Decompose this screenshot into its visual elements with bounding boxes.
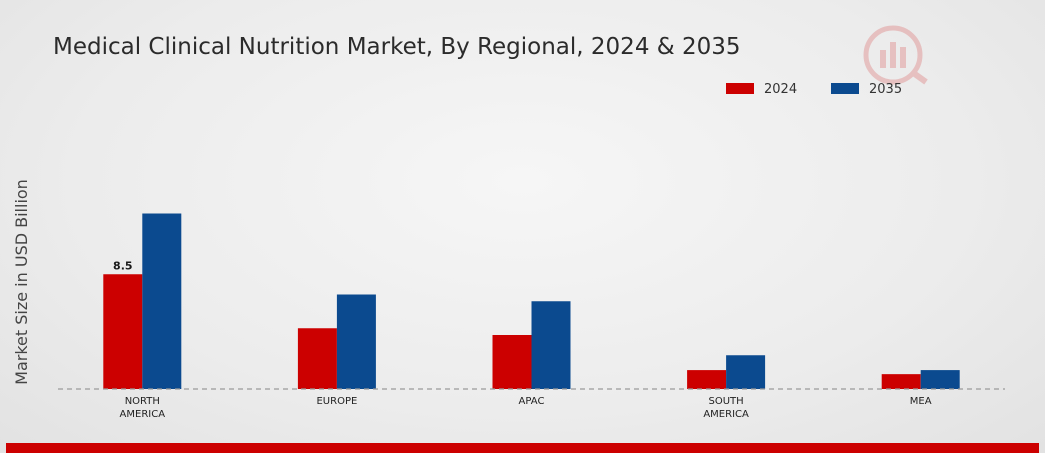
bar-2035-apac xyxy=(531,301,571,389)
watermark-logo-icon xyxy=(863,25,928,85)
x-tick-label: MEA xyxy=(910,396,932,407)
footer-bar xyxy=(6,443,1039,453)
x-tick-labels: NORTH AMERICA EUROPE APAC SOUTH AMERICA MEA xyxy=(120,396,932,420)
x-tick-label: EUROPE xyxy=(316,396,357,407)
legend-swatch-2035 xyxy=(831,83,859,94)
bar-2024-apac xyxy=(492,335,532,389)
data-label: 8.5 xyxy=(113,259,133,272)
bar-2035-europe xyxy=(336,294,376,389)
chart-title: Medical Clinical Nutrition Market, By Re… xyxy=(53,34,741,60)
bar-2024-south-america xyxy=(687,370,727,389)
bar-2024-north-america xyxy=(103,274,143,389)
x-tick-label: APAC xyxy=(519,396,545,407)
x-tick-label: SOUTH AMERICA xyxy=(703,396,749,420)
bars-group xyxy=(103,213,960,389)
y-axis-label: Market Size in USD Billion xyxy=(12,179,31,385)
bar-2035-mea xyxy=(920,370,960,389)
bar-2024-europe xyxy=(297,328,337,389)
legend-swatch-2024 xyxy=(726,83,754,94)
legend: 2024 2035 xyxy=(726,82,902,97)
legend-label-2024: 2024 xyxy=(764,82,797,97)
bar-2035-south-america xyxy=(726,355,766,389)
x-tick-label: NORTH AMERICA xyxy=(120,396,166,420)
bar-2035-north-america xyxy=(142,213,182,389)
legend-label-2035: 2035 xyxy=(869,82,902,97)
bar-2024-mea xyxy=(881,374,921,389)
data-labels: 8.5 xyxy=(113,259,133,272)
